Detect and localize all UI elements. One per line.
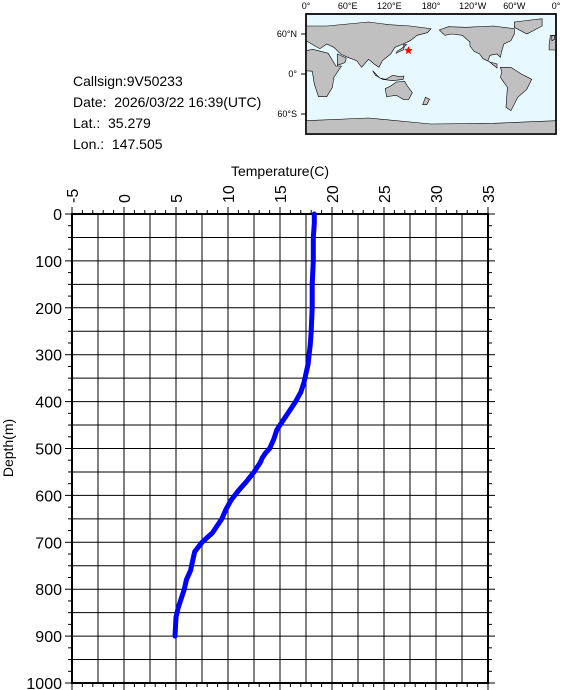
y-tick-label: 100 [35,254,62,271]
date-text: Date: 2026/03/22 16:39(UTC) [73,94,262,110]
y-tick-label: 1000 [26,676,62,690]
x-axis-title: Temperature(C) [231,163,329,179]
plot-frame [71,213,489,684]
x-tick-label: 30 [429,185,446,203]
map-longitude-label: 60°E [338,1,358,11]
map-longitude-label: 180° [422,1,441,11]
x-tick-label: 10 [221,185,238,203]
map-longitude-labels: 0° 60°E 120°E 180° 120°W 60°W 0° [302,1,561,11]
temperature-profile-plot: -5 0 5 10 15 20 25 30 35 01002003004005006007008… [0,163,498,690]
x-tick-label: 15 [273,185,290,203]
land-shape [422,96,431,105]
map-longitude-label: 0° [302,1,311,11]
y-tick-label: 600 [35,488,62,505]
x-tick-label: 25 [377,185,394,203]
map-longitude-label: 60°W [503,1,526,11]
map-longitude-label: 120°W [459,1,487,11]
land-shape [551,34,555,42]
land-shape [513,18,543,35]
longitude-text: Lon.: 147.505 [73,136,163,152]
y-tick-label: 300 [35,348,62,365]
temperature-profile-line [172,211,317,639]
y-tick-label: 0 [53,207,62,224]
map-longitude-label: 120°E [377,1,402,11]
land-shape [384,80,413,100]
station-info: Callsign:9V50233 Date: 2026/03/22 16:39(… [73,71,261,155]
y-tick-label: 400 [35,395,62,412]
x-tick-label: -5 [65,189,82,203]
y-tick-label: 900 [35,629,62,646]
y-tick-labels: 0 100 200 300 400 500 600 700 800 900 1000 [26,207,62,690]
location-star [404,46,413,55]
location-marker [404,46,413,55]
land-shape [336,53,347,66]
land-shape [395,43,408,54]
x-tick-label: 0 [117,194,134,203]
map-latitude-label: 60°N [277,29,297,39]
latitude-text: Lat.: 35.279 [73,115,151,131]
map-latitude-label: 0° [288,69,297,79]
land-shape [305,21,432,68]
x-tick-labels: -5 0 5 10 15 20 25 30 35 [65,185,498,203]
land-shape [372,70,405,82]
y-tick-label: 700 [35,535,62,552]
y-tick-label: 800 [35,582,62,599]
x-tick-label: 35 [481,185,498,203]
map-latitude-labels: 60°N 0° 60°S [277,29,306,119]
callsign-text: Callsign:9V50233 [73,73,183,89]
land-shape [305,48,342,97]
y-tick-label: 200 [35,301,62,318]
grid-lines [71,213,489,684]
x-tick-label: 5 [169,194,186,203]
y-axis-title: Depth(m) [0,419,16,477]
map-longitude-label: 0° [552,1,561,11]
land-shape [499,67,533,112]
x-tick-label: 20 [325,185,342,203]
land-shape [438,25,515,69]
location-map: 0° 60°E 120°E 180° 120°W 60°W 0° 60°N 0° 60°S [277,1,561,135]
y-tick-label: 500 [35,442,62,459]
map-latitude-label: 60°S [277,109,297,119]
map-land [305,18,557,135]
